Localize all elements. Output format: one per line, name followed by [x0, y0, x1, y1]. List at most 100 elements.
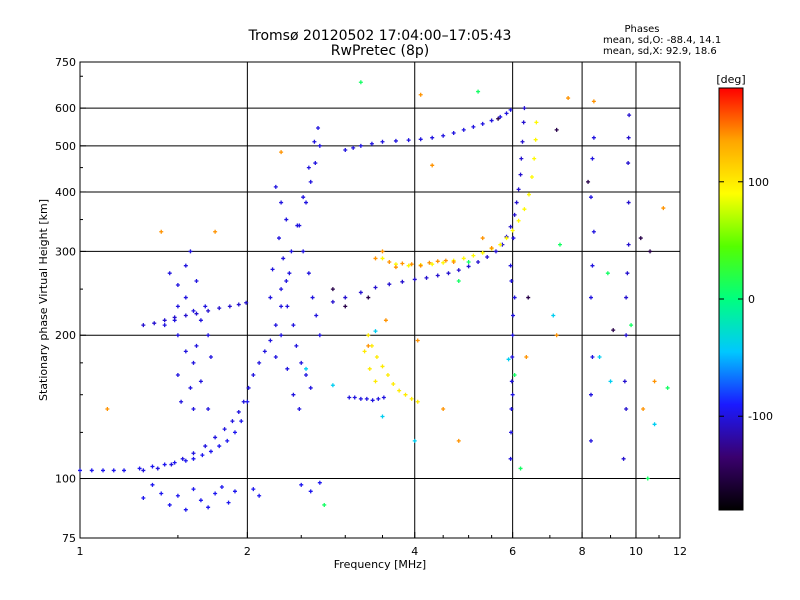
- data-point-flat-200-trace: [244, 300, 249, 305]
- data-point-spread-blob-2: [270, 267, 275, 272]
- data-point-spread-blob-2: [301, 249, 306, 254]
- data-point-vertical-9.7: [625, 271, 630, 276]
- data-point-spread-blob-2: [291, 323, 296, 328]
- data-point-E-region-yellow: [385, 373, 390, 378]
- data-point-F2-O-trace: [424, 275, 429, 280]
- data-point-F2-O-trace: [446, 271, 451, 276]
- data-point-sparse-warm: [430, 163, 435, 168]
- data-point-bottom-scatter: [308, 489, 313, 494]
- x-tick-label: 8: [579, 545, 586, 558]
- data-point-spread-blob-1: [188, 385, 193, 390]
- data-point-sparse-green: [512, 373, 517, 378]
- data-point-vertical-9.7: [624, 295, 629, 300]
- data-point-upper-O-trace: [284, 279, 289, 284]
- data-point-vertical-5.95: [511, 236, 516, 241]
- data-point-sparse-cyan: [608, 379, 613, 384]
- data-point-low-trace-145: [347, 395, 352, 400]
- data-point-spread-blob-2: [285, 366, 290, 371]
- data-point-upper-O-trace: [246, 385, 251, 390]
- data-point-sparse-warm: [652, 379, 657, 384]
- data-point-E-region-yellow: [397, 388, 402, 393]
- data-point-spread-blob-1: [183, 263, 188, 268]
- data-point-lower-O-trace: [122, 468, 127, 473]
- data-point-sparse-green: [645, 476, 650, 481]
- data-point-high-F-blue: [441, 133, 446, 138]
- x-tick-label: 6: [509, 545, 516, 558]
- data-point-upper-O-trace: [273, 323, 278, 328]
- data-point-upper-O-trace: [222, 427, 227, 432]
- data-point-sparse-dark: [343, 304, 348, 309]
- data-point-spread-blob-2: [310, 295, 315, 300]
- data-point-sparse-warm: [641, 406, 646, 411]
- data-point-lower-O-trace: [150, 464, 155, 469]
- data-point-upper-O-trace: [213, 435, 218, 440]
- data-point-high-F-blue: [343, 147, 348, 152]
- data-point-bottom-scatter: [213, 491, 218, 496]
- data-point-F2-O-trace: [512, 212, 517, 217]
- data-point-lower-O-trace: [225, 438, 230, 443]
- data-point-flat-200-trace: [183, 313, 188, 318]
- data-point-bottom-scatter: [198, 498, 203, 503]
- data-point-E-region-yellow: [369, 343, 374, 348]
- data-point-high-F-blue: [406, 138, 411, 143]
- data-point-sparse-dark: [366, 295, 371, 300]
- y-tick-label: 600: [55, 102, 76, 115]
- data-point-low-trace-145: [352, 395, 357, 400]
- data-point-bottom-scatter: [167, 502, 172, 507]
- data-point-vertical-8.3: [588, 438, 593, 443]
- data-point-F2-X-orange: [418, 263, 423, 268]
- data-point-sparse-green: [476, 89, 481, 94]
- data-point-vertical-9.7: [621, 456, 626, 461]
- data-point-high-F-blue: [461, 127, 466, 132]
- data-point-flat-200-trace: [227, 304, 232, 309]
- data-point-upper-O-trace: [141, 468, 146, 473]
- data-point-high-F-blue: [393, 138, 398, 143]
- data-point-spread-blob-2: [287, 271, 292, 276]
- data-point-E-region-yellow: [373, 379, 378, 384]
- data-point-vertical-9.7: [626, 135, 631, 140]
- data-point-spread-blob-1: [179, 399, 184, 404]
- data-point-spread-blob-1: [188, 249, 193, 254]
- data-point-vertical-5.95: [509, 430, 514, 435]
- data-point-F2-X-trace: [516, 218, 521, 223]
- data-point-F2-X-trace: [529, 174, 534, 179]
- data-point-E-region-yellow: [403, 392, 408, 397]
- data-point-sparse-green: [466, 260, 471, 265]
- data-point-vertical-5.95: [512, 295, 517, 300]
- data-point-F2-X-orange: [400, 261, 405, 266]
- data-point-lower-O-trace: [200, 453, 205, 458]
- data-point-sparse-warm: [213, 229, 218, 234]
- data-point-F2-O-trace: [412, 277, 417, 282]
- data-point-spread-blob-2: [297, 223, 302, 228]
- data-point-lower-O-trace: [232, 430, 237, 435]
- data-point-F2-X-trace: [533, 137, 538, 142]
- data-point-vertical-5.95: [508, 456, 513, 461]
- chart-subtitle: RwPretec (8p): [331, 43, 429, 59]
- data-point-flat-200-trace: [172, 315, 177, 320]
- data-point-spread-blob-2: [279, 200, 284, 205]
- data-point-bottom-scatter: [159, 491, 164, 496]
- data-point-flat-200-trace: [217, 306, 222, 311]
- data-point-spread-blob-1: [191, 308, 196, 313]
- data-point-bottom-scatter: [183, 507, 188, 512]
- data-point-E-region-yellow: [366, 333, 371, 338]
- data-point-F2-X-trace: [504, 236, 509, 241]
- data-point-upper-O-trace: [306, 165, 311, 170]
- data-point-lower-O-trace: [239, 419, 244, 424]
- colorbar-label: [deg]: [716, 73, 745, 86]
- data-point-sparse-green: [518, 466, 523, 471]
- data-point-spread-blob-2: [313, 161, 318, 166]
- data-point-sparse-dark: [330, 287, 335, 292]
- y-tick-label: 100: [55, 473, 76, 486]
- data-point-vertical-5.95: [510, 355, 515, 360]
- data-point-lower-O-trace: [245, 399, 250, 404]
- data-point-F2-O-trace: [521, 120, 526, 125]
- data-point-vertical-8.3: [590, 263, 595, 268]
- data-point-sparse-cyan: [330, 383, 335, 388]
- data-point-sparse-cyan: [380, 414, 385, 419]
- data-point-vertical-9.7: [626, 242, 631, 247]
- data-point-spread-blob-2: [299, 360, 304, 365]
- data-point-spread-blob-1: [167, 271, 172, 276]
- x-axis-label: Frequency [MHz]: [334, 558, 426, 571]
